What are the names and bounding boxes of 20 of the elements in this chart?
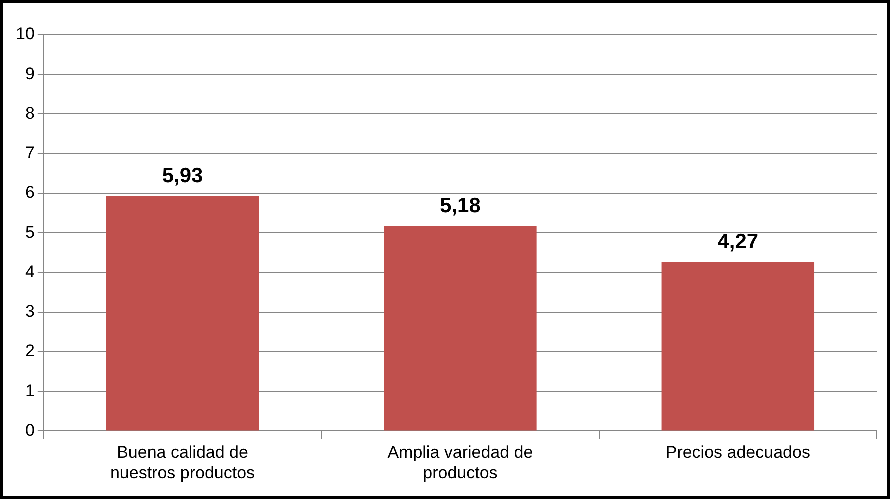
data-label: 5,93 (162, 164, 204, 188)
y-tick-label: 2 (25, 342, 35, 361)
data-label: 5,18 (440, 194, 482, 218)
y-tick-label: 10 (16, 24, 35, 44)
y-tick-label: 1 (25, 381, 35, 400)
x-tick-label: Amplia variedad de productos (388, 443, 534, 482)
data-label: 4,27 (718, 230, 759, 254)
bar (384, 226, 537, 431)
y-tick-label: 8 (25, 104, 35, 123)
y-tick-label: 4 (25, 262, 35, 282)
x-tick-label: Precios adecuados (666, 443, 810, 462)
x-tick-label: Buena calidad de nuestros productos (110, 443, 256, 482)
y-tick-label: 0 (25, 420, 35, 440)
y-tick-label: 7 (25, 144, 35, 163)
y-tick-label: 6 (25, 183, 35, 202)
y-tick-label: 9 (25, 64, 35, 84)
y-tick-label: 5 (25, 222, 35, 242)
bar (106, 196, 260, 431)
y-tick-label: 3 (25, 302, 35, 322)
bar (662, 262, 815, 431)
